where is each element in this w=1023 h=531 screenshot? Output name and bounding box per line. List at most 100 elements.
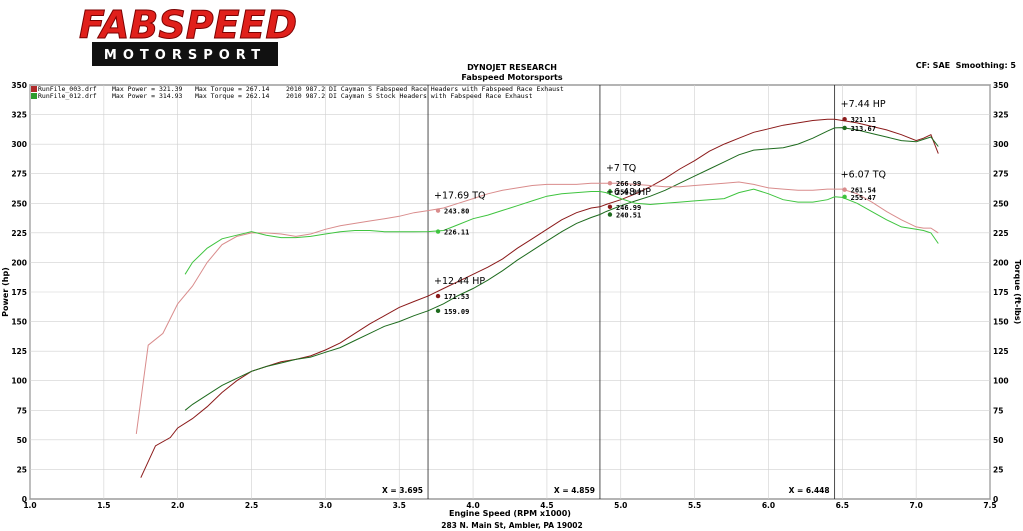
delta-annotations: 171.53 159.09 +12.44 HP 243.80 226.11 +17.69 …	[434, 99, 886, 316]
legend-desc-1: 2010 987.2 DI Cayman S Fabspeed Race Hea…	[286, 85, 564, 93]
legend-torque-1: Max Torque = 267.14	[195, 85, 269, 93]
y-tick-label-right: 250	[993, 199, 1009, 208]
series-line-torque-1	[135, 181, 939, 434]
marker-value-high: 266.99	[616, 180, 641, 188]
y-tick-label-right: 275	[993, 170, 1009, 179]
marker-high	[435, 208, 441, 213]
cursor-label: X = 6.448	[789, 486, 830, 495]
y-tick-label-left: 50	[17, 436, 27, 445]
x-tick-label: 3.0	[319, 501, 332, 510]
delta-label: +17.69 TQ	[434, 191, 485, 202]
marker-high	[607, 204, 613, 210]
x-tick-label: 3.5	[393, 501, 406, 510]
cursor-lines: X = 3.695 X = 4.859 X = 6.448	[382, 85, 836, 499]
x-tick-label: 2.5	[245, 501, 258, 510]
delta-label: +7 TQ	[606, 163, 636, 174]
marker-value-low: 240.51	[616, 212, 641, 220]
legend-power-1: Max Power = 321.39	[112, 85, 183, 93]
chart-settings: CF: SAE Smoothing: 5	[916, 61, 1017, 70]
marker-value-high: 246.99	[616, 204, 641, 212]
x-tick-label: 4.0	[466, 501, 479, 510]
y-tick-label-right: 200	[993, 258, 1009, 267]
y-axis-title-left: Power (hp)	[1, 267, 10, 317]
footer-address: 283 N. Main St, Ambler, PA 19002	[441, 521, 583, 530]
marker-high	[435, 293, 441, 299]
marker-value-low: 313.67	[851, 125, 876, 133]
marker-value-high: 261.54	[851, 187, 876, 195]
marker-value-high: 243.80	[444, 208, 469, 216]
grid	[29, 84, 991, 500]
logo-sub: MOTORSPORT	[104, 48, 266, 63]
y-tick-label-left: 350	[11, 81, 27, 90]
x-axis-title: Engine Speed (RPM x1000)	[449, 509, 571, 518]
marker-high	[842, 116, 847, 122]
x-tick-label: 5.5	[688, 501, 701, 510]
x-tick-label: 4.5	[540, 501, 553, 510]
logo-brand: FABSPEED	[79, 3, 297, 47]
marker-low	[842, 194, 847, 200]
legend-file-1: RunFile_003.drf	[38, 85, 97, 93]
y-tick-label-right: 350	[993, 81, 1009, 90]
series-line-torque-2	[184, 188, 939, 275]
y-tick-label-right: 0	[993, 495, 998, 504]
series-markers	[435, 116, 847, 314]
y-tick-label-left: 225	[11, 229, 27, 238]
marker-value-low: 159.09	[444, 308, 469, 316]
marker-low	[842, 125, 847, 131]
y-tick-label-left: 250	[11, 199, 27, 208]
y-tick-label-right: 150	[993, 318, 1009, 327]
cursor-label: X = 4.859	[554, 486, 595, 495]
y-tick-label-right: 100	[993, 377, 1009, 386]
y-tick-label-left: 200	[11, 258, 27, 267]
legend: RunFile_003.drf Max Power = 321.39 Max T…	[31, 85, 564, 100]
y-tick-label-left: 125	[11, 347, 27, 356]
legend-swatch-2	[31, 93, 37, 99]
y-tick-label-left: 325	[11, 111, 27, 120]
legend-swatch-1	[31, 86, 37, 92]
cursor-label: X = 3.695	[382, 486, 423, 495]
y-tick-label-right: 325	[993, 111, 1009, 120]
x-tick-label: 5.0	[614, 501, 627, 510]
y-tick-label-left: 275	[11, 170, 27, 179]
x-tick-label: 6.5	[836, 501, 849, 510]
y-tick-label-left: 0	[22, 495, 27, 504]
legend-power-2: Max Power = 314.93	[112, 92, 183, 100]
delta-label: +12.44 HP	[434, 276, 485, 287]
x-tick-label: 6.0	[762, 501, 775, 510]
marker-value-low: 259.99	[616, 188, 641, 196]
fabspeed-logo: FABSPEED MOTORSPORT	[78, 3, 298, 66]
legend-file-2: RunFile_012.drf	[38, 92, 97, 100]
series-lines	[135, 118, 939, 478]
delta-label: +6.07 TQ	[841, 170, 886, 181]
x-tick-label: 2.0	[171, 501, 184, 510]
y-tick-label-right: 225	[993, 229, 1009, 238]
y-tick-label-right: 125	[993, 347, 1009, 356]
y-tick-label-right: 50	[993, 436, 1003, 445]
x-tick-label: 7.0	[910, 501, 923, 510]
marker-value-low: 255.47	[851, 194, 876, 202]
delta-label: +6.48 HP	[606, 187, 651, 198]
series-line-power-1	[140, 118, 939, 478]
marker-low	[607, 212, 613, 217]
delta-label: +7.44 HP	[841, 99, 886, 110]
marker-value-high: 321.11	[851, 116, 876, 124]
y-tick-label-left: 75	[17, 406, 27, 415]
chart-subtitle: Fabspeed Motorsports	[461, 73, 562, 82]
y-axis-title-right: Torque (ft-lbs)	[1013, 260, 1022, 325]
y-tick-label-left: 100	[11, 377, 27, 386]
x-tick-label: 7.5	[983, 501, 996, 510]
y-tick-label-left: 175	[11, 288, 27, 297]
tick-labels: 1.0 1.5 2.0 2.5 3.0 3.5 4.0 4.5 5.0 5.5 6.0 6.5 7.0 7…	[11, 81, 1008, 510]
marker-low	[435, 229, 441, 234]
x-tick-label: 1.5	[97, 501, 110, 510]
series-line-power-2	[184, 127, 939, 411]
legend-desc-2: 2010 987.2 DI Cayman S Stock Headers wit…	[286, 92, 533, 100]
y-tick-label-right: 300	[993, 140, 1009, 149]
marker-high	[842, 187, 847, 192]
y-tick-label-right: 175	[993, 288, 1009, 297]
y-tick-label-right: 25	[993, 465, 1003, 474]
marker-high	[607, 180, 613, 186]
y-tick-label-left: 300	[11, 140, 27, 149]
logo-bar	[92, 42, 278, 66]
